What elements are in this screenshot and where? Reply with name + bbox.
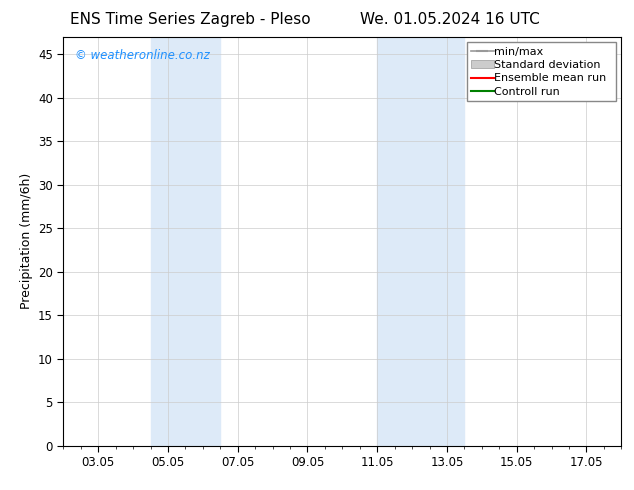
Y-axis label: Precipitation (mm/6h): Precipitation (mm/6h) xyxy=(20,173,32,310)
Text: © weatheronline.co.nz: © weatheronline.co.nz xyxy=(75,49,209,62)
Text: We. 01.05.2024 16 UTC: We. 01.05.2024 16 UTC xyxy=(360,12,540,27)
Bar xyxy=(377,37,464,446)
Legend: min/max, Standard deviation, Ensemble mean run, Controll run: min/max, Standard deviation, Ensemble me… xyxy=(467,42,616,101)
Bar xyxy=(150,37,221,446)
Text: ENS Time Series Zagreb - Pleso: ENS Time Series Zagreb - Pleso xyxy=(70,12,311,27)
